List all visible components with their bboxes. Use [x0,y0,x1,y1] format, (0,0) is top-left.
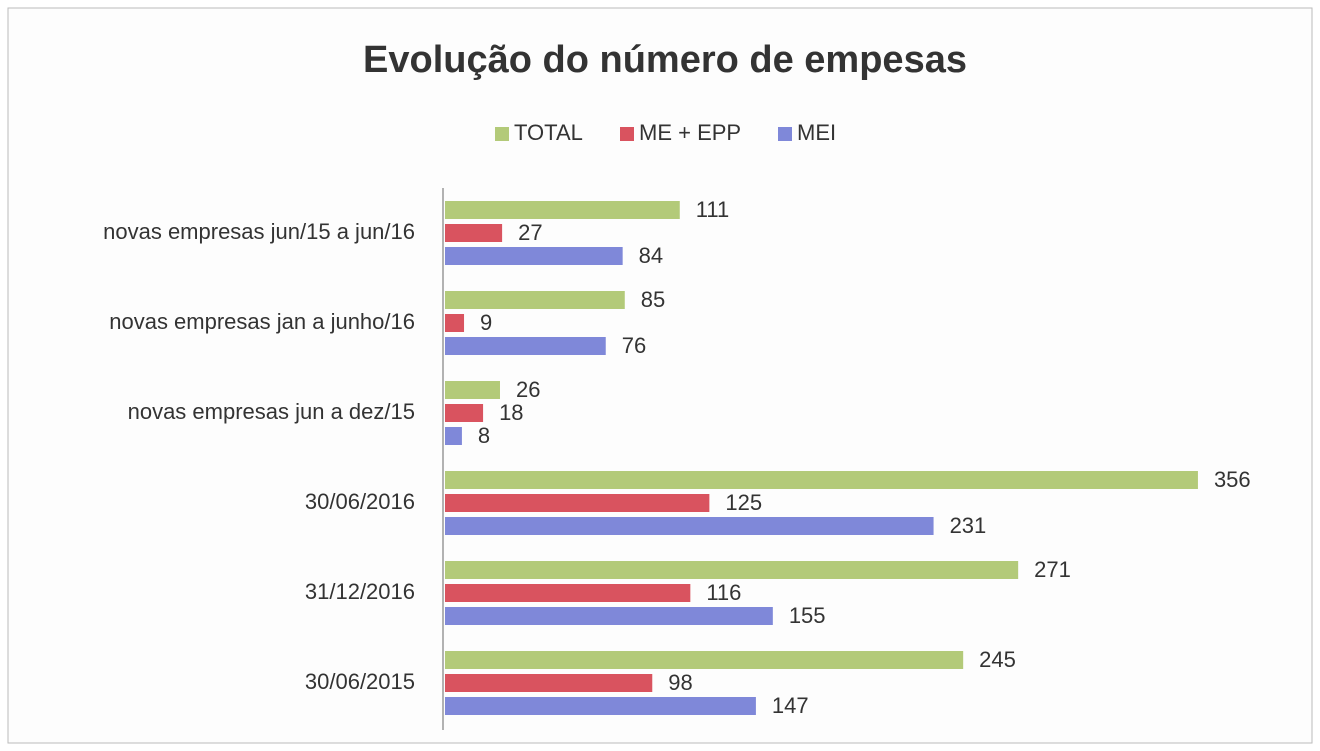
value-label: 26 [516,377,540,402]
category-label: 30/06/2016 [305,489,415,514]
bar [445,561,1019,579]
bar [445,314,465,332]
bar [445,697,756,715]
value-label: 125 [725,490,762,515]
value-label: 231 [950,513,987,538]
bar [445,247,623,265]
value-label: 84 [639,243,663,268]
bar [445,584,691,602]
bar [445,427,462,445]
bar [445,651,964,669]
value-label: 18 [499,400,523,425]
category-label: novas empresas jan a junho/16 [109,309,415,334]
value-label: 155 [789,603,826,628]
bar [445,381,500,399]
legend-swatch [495,127,509,141]
legend-swatch [778,127,792,141]
bar [445,607,773,625]
value-label: 98 [668,670,692,695]
value-label: 111 [696,197,729,222]
bar [445,494,710,512]
category-label: novas empresas jun a dez/15 [128,399,415,424]
category-label: 30/06/2015 [305,669,415,694]
chart-frame [7,7,1313,744]
category-label: 31/12/2016 [305,579,415,604]
chart-title: Evolução do número de empesas [363,39,967,81]
bar [445,201,680,219]
value-label: 356 [1214,467,1251,492]
bar [445,674,653,692]
value-label: 76 [622,333,646,358]
value-label: 85 [641,287,665,312]
legend-swatch [620,127,634,141]
bar [445,224,503,242]
bar [445,291,625,309]
value-label: 8 [478,423,490,448]
value-label: 147 [772,693,809,718]
legend-label: TOTAL [514,120,583,145]
bar [445,471,1198,489]
value-label: 9 [480,310,492,335]
bar [445,517,934,535]
legend-label: ME + EPP [639,120,741,145]
bar [445,404,484,422]
value-label: 271 [1034,557,1071,582]
value-label: 245 [979,647,1016,672]
category-label: novas empresas jun/15 a jun/16 [103,219,415,244]
legend-label: MEI [797,120,836,145]
value-label: 116 [706,580,741,605]
bar [445,337,606,355]
value-label: 27 [518,220,542,245]
